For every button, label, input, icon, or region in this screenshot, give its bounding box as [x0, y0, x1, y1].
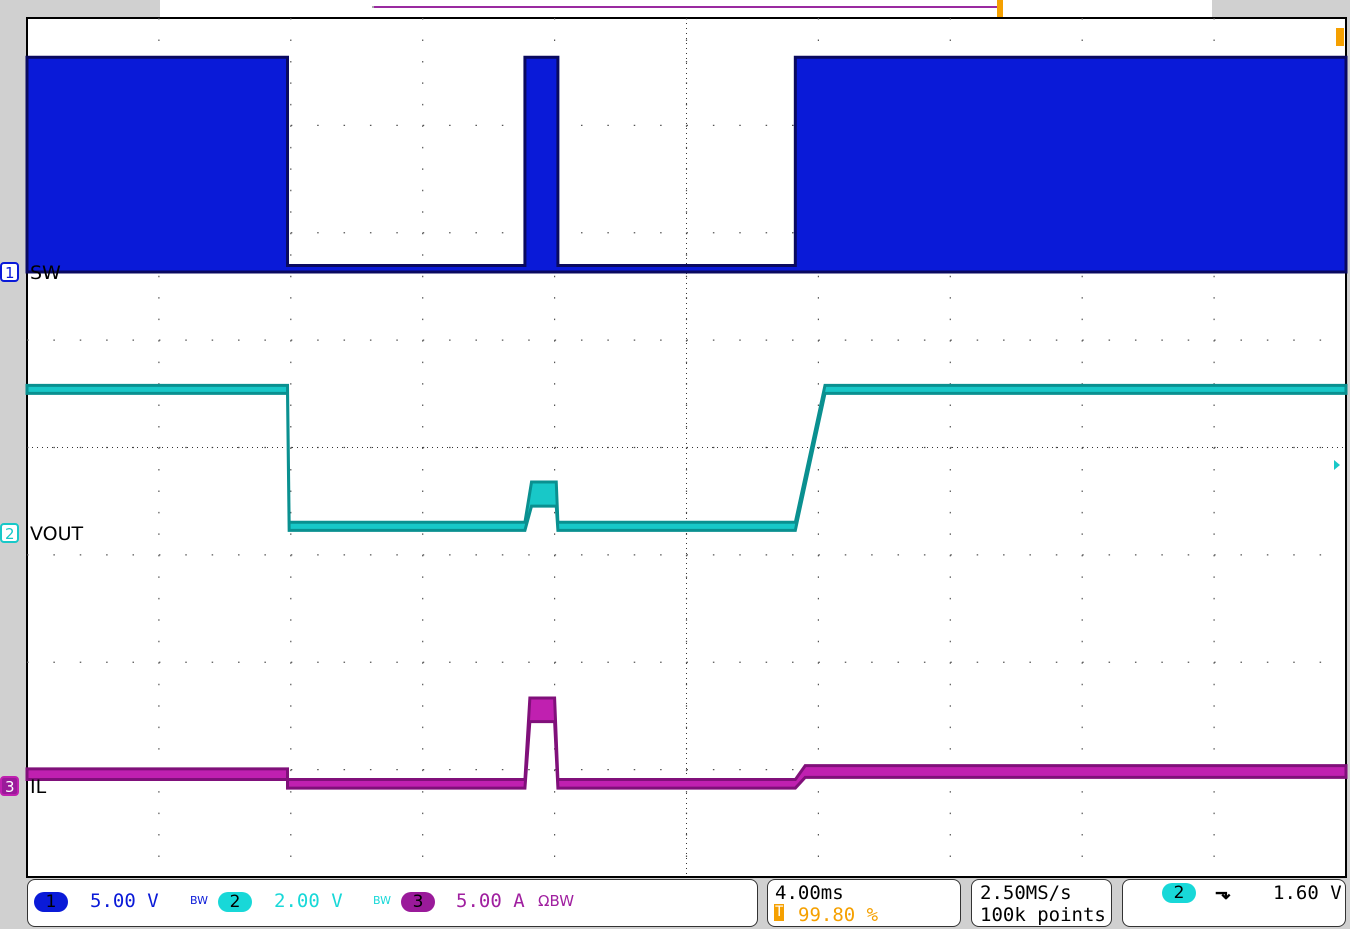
trigger-level-marker[interactable] [1334, 460, 1340, 470]
sample-rate: 2.50MS/s [980, 882, 1072, 904]
ch1-marker-number: 1 [5, 264, 15, 282]
vertical-readout[interactable]: 1 5.00 V BW 2 2.00 V BW 3 5.00 A ΩBW [27, 879, 758, 927]
ch3-impedance-bandwidth-icon: ΩBW [538, 892, 575, 910]
ch2-bandwidth-icon: BW [373, 894, 392, 907]
trigger-level: 1.60 V [1273, 882, 1342, 904]
trigger-source-badge: 2 [1162, 883, 1196, 903]
traces [25, 55, 1348, 790]
ch1-ground-marker[interactable]: 1 SW [0, 262, 61, 284]
ch3-label: IL [30, 776, 47, 798]
falling-edge-icon: ⬎ [1215, 882, 1231, 904]
record-window[interactable] [372, 6, 1002, 8]
ch2-label: VOUT [30, 523, 84, 545]
trigger-icon: T [774, 904, 785, 921]
ch3-ground-marker[interactable]: 3 IL [0, 776, 47, 798]
trace-il-noise [27, 696, 1346, 781]
ch1-badge[interactable]: 1 [34, 892, 68, 912]
ch3-marker-number: 3 [5, 778, 15, 796]
ch2-badge[interactable]: 2 [218, 892, 252, 912]
trigger-position-marker [997, 0, 1003, 17]
ch2-marker-number: 2 [5, 525, 15, 543]
trace-vout-noise [27, 384, 1346, 524]
trigger-readout[interactable]: 2 ⬎ 1.60 V [1122, 879, 1346, 927]
ch2-ground-marker[interactable]: 2 VOUT [0, 523, 84, 545]
trace-sw-noise [27, 56, 1346, 267]
trigger-position: 99.80 % [798, 904, 879, 926]
acquisition-readout[interactable]: 2.50MS/s 100k points [971, 879, 1112, 927]
timebase: 4.00ms [775, 882, 844, 904]
ch1-bandwidth-icon: BW [190, 894, 209, 907]
record-length: 100k points [980, 904, 1106, 926]
ch1-scale: 5.00 V [90, 890, 159, 912]
waveform-display: 1 SW 2 VOUT 3 IL [0, 17, 1348, 878]
ch3-scale: 5.00 A [456, 890, 525, 912]
ch2-scale: 2.00 V [274, 890, 343, 912]
channel-markers: 1 SW 2 VOUT 3 IL [0, 28, 1344, 798]
trigger-marker [1336, 28, 1344, 46]
ch3-badge[interactable]: 3 [401, 892, 435, 912]
graticule [27, 18, 1346, 877]
ch1-label: SW [30, 262, 61, 284]
record-view-bar [160, 0, 1212, 17]
horizontal-readout[interactable]: 4.00ms T 99.80 % [767, 879, 961, 927]
